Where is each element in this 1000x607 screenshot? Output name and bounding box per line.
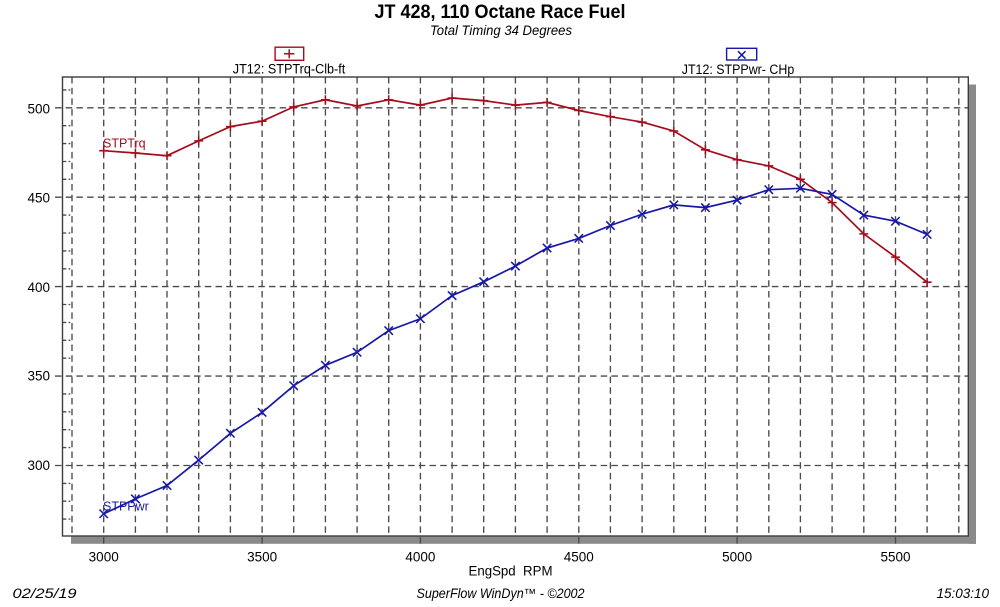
svg-text:JT12: STPPwr- CHp: JT12: STPPwr- CHp: [682, 62, 795, 77]
svg-text:450: 450: [27, 191, 50, 206]
svg-text:STPTrq: STPTrq: [103, 137, 146, 151]
svg-text:JT 428, 110 Octane Race Fuel: JT 428, 110 Octane Race Fuel: [375, 1, 626, 23]
svg-text:400: 400: [27, 280, 50, 295]
svg-text:STPPwr: STPPwr: [103, 500, 149, 514]
svg-text:300: 300: [27, 458, 50, 473]
svg-text:02/25/19: 02/25/19: [13, 586, 78, 601]
svg-text:3000: 3000: [89, 550, 119, 565]
svg-text:5000: 5000: [722, 550, 752, 565]
svg-text:3500: 3500: [247, 550, 277, 565]
svg-text:SuperFlow WinDyn™ - ©2002: SuperFlow WinDyn™ - ©2002: [417, 586, 585, 601]
svg-text:JT12: STPTrq-Clb-ft: JT12: STPTrq-Clb-ft: [233, 62, 346, 77]
svg-text:5500: 5500: [880, 550, 910, 565]
svg-text:Total Timing 34 Degrees: Total Timing 34 Degrees: [430, 22, 572, 38]
svg-text:500: 500: [27, 101, 50, 116]
svg-text:15:03:10: 15:03:10: [936, 586, 989, 601]
svg-text:4500: 4500: [564, 550, 594, 565]
svg-text:350: 350: [27, 369, 50, 384]
svg-text:EngSpd RPM: EngSpd RPM: [469, 564, 553, 579]
svg-text:4000: 4000: [405, 550, 435, 565]
